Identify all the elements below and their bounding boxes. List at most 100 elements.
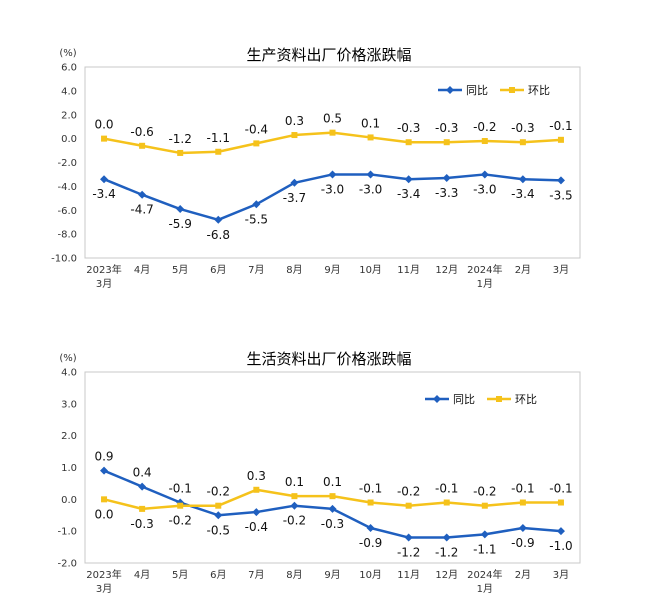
data-point-yoy [138,482,147,491]
x-tick-label: 3月 [96,278,112,290]
series-line-yoy [103,173,562,222]
legend-label: 环比 [528,84,550,97]
data-label: -0.2 [473,485,496,499]
data-label: -3.4 [511,187,534,201]
data-point-mom [291,493,298,500]
data-label: -1.0 [549,539,572,553]
data-label: -0.2 [168,514,191,528]
x-tick-label: 9月 [324,264,340,276]
data-point-yoy [518,175,527,184]
y-tick-label: -10.0 [51,254,77,265]
data-point-yoy [480,530,489,539]
x-tick-label: 2月 [515,569,531,581]
y-tick-label: 4.0 [61,86,77,97]
data-point-mom [405,139,412,146]
data-label: -0.3 [435,121,458,135]
data-point-yoy [556,176,565,185]
data-point-mom [291,132,298,139]
data-label: -3.4 [397,187,420,201]
data-label: -6.8 [207,228,230,242]
data-point-mom [481,502,488,509]
chart-production-materials: 生产资料出厂价格涨跌幅 (%) 6.0 4.0 2.0 0.0 -2.0 -4.0 -6.0 -8… [51,46,581,290]
data-label: -0.2 [397,485,420,499]
data-label: 0.1 [361,116,380,130]
data-label: 0.9 [94,450,113,464]
data-label: -3.4 [92,187,115,201]
data-point-mom [519,499,526,506]
data-label: -0.1 [359,482,382,496]
x-tick-label: 2024年 [467,568,502,581]
data-label: 0.1 [285,475,304,489]
data-label: -3.7 [283,191,306,205]
data-label: -3.5 [549,188,572,202]
data-label: -1.2 [435,546,458,560]
data-point-mom [557,499,564,506]
y-tick-label: 2.0 [61,431,77,442]
y-tick-label: -2.0 [57,158,77,169]
data-point-mom [215,502,222,509]
data-point-yoy [252,508,261,517]
x-tick-label: 1月 [477,583,493,595]
x-tick-label: 11月 [397,569,420,581]
data-point-mom [557,136,564,143]
data-label: -0.1 [168,482,191,496]
data-point-mom [139,505,146,512]
x-tick-label: 12月 [435,264,458,276]
y-tick-label: 1.0 [61,463,77,474]
x-tick-label: 1月 [477,278,493,290]
y-tick-label: 3.0 [61,399,77,410]
data-label: -1.1 [473,542,496,556]
data-point-yoy [366,523,375,532]
y-tick-label: 2.0 [61,110,77,121]
data-point-yoy [290,178,299,187]
data-label: -0.3 [397,121,420,135]
data-point-mom [177,149,184,156]
data-label: -0.4 [245,520,268,534]
data-point-mom [253,140,260,147]
x-tick-label: 10月 [359,569,382,581]
data-point-yoy [518,523,527,532]
data-label: -0.2 [207,485,230,499]
y-tick-label: -4.0 [57,182,77,193]
data-label: -0.3 [321,517,344,531]
data-label: 0.0 [94,507,113,521]
data-label: -0.2 [473,120,496,134]
data-label: -0.3 [130,517,153,531]
data-label: -3.0 [473,182,496,196]
data-label: -0.2 [283,514,306,528]
data-point-yoy [252,200,261,209]
x-tick-label: 10月 [359,264,382,276]
y-tick-label: 0.0 [61,495,77,506]
data-point-yoy [480,170,489,179]
data-point-yoy [366,170,375,179]
data-label: 0.3 [247,469,266,483]
data-label: 0.1 [323,475,342,489]
legend-marker [496,396,502,402]
data-point-yoy [214,215,223,224]
data-label: 0.3 [285,114,304,128]
data-point-mom [367,134,374,141]
x-tick-label: 3月 [96,583,112,595]
y-tick-label: 0.0 [61,134,77,145]
data-label: -1.1 [207,131,230,145]
x-tick-label: 12月 [435,569,458,581]
data-point-mom [177,502,184,509]
data-point-yoy [176,205,185,214]
y-tick-label: 4.0 [61,368,77,379]
x-tick-label: 2023年 [86,568,121,581]
data-point-yoy [214,511,223,520]
data-point-yoy [442,174,451,183]
legend-marker [446,86,454,94]
y-tick-label: 6.0 [61,63,77,74]
legend-label: 环比 [515,393,537,406]
data-point-yoy [290,501,299,510]
data-label: -0.9 [359,536,382,550]
y-tick-label: -8.0 [57,230,77,241]
data-point-mom [367,499,374,506]
data-label: -0.1 [511,482,534,496]
data-point-mom [443,499,450,506]
x-tick-label: 3月 [553,264,569,276]
data-point-mom [443,139,450,146]
x-tick-label: 6月 [210,569,226,581]
x-tick-label: 2024年 [467,263,502,276]
